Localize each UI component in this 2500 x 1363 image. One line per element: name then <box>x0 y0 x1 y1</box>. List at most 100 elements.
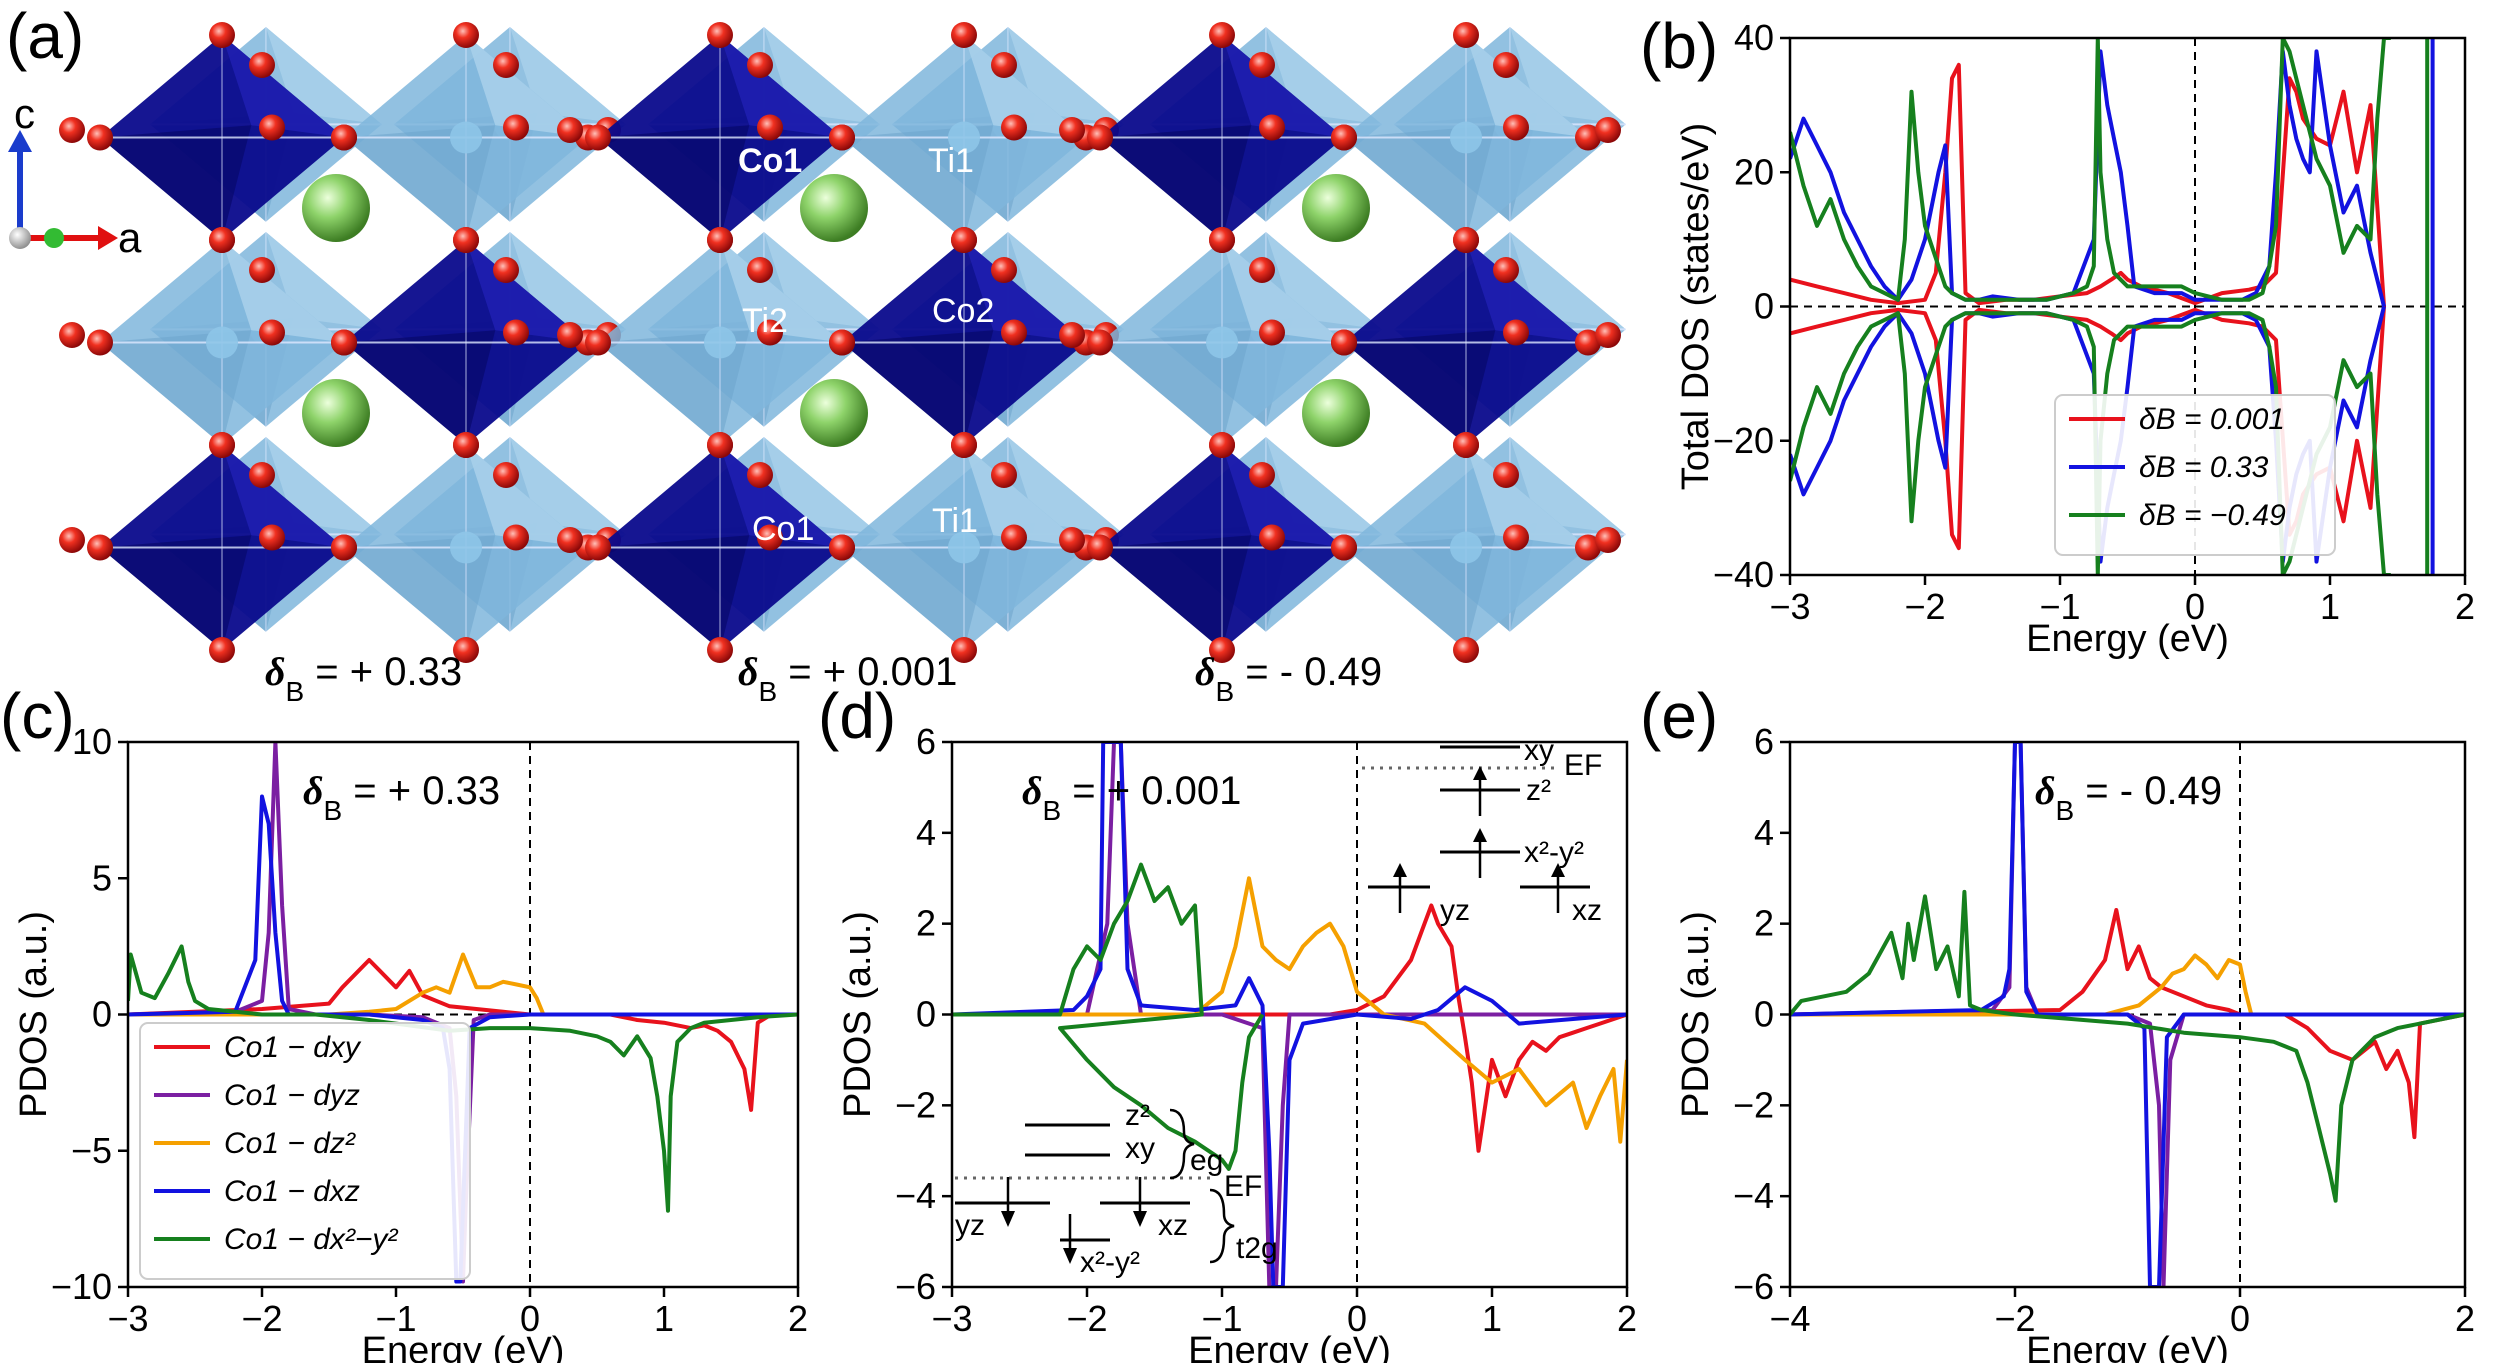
oxygen-atom <box>747 257 773 283</box>
oxygen-atom <box>557 117 583 143</box>
oxygen-atom <box>1059 117 1085 143</box>
oxygen-atom <box>503 114 529 141</box>
octahedron-face <box>1100 125 1252 240</box>
octahedron <box>1100 445 1344 650</box>
a-site-atom <box>302 174 370 242</box>
y-tick-label: −2 <box>895 1084 936 1125</box>
oxygen-atom <box>757 319 783 346</box>
octahedron <box>598 240 842 445</box>
oxygen-atom <box>1087 534 1113 561</box>
eg-brace <box>1169 1108 1195 1180</box>
y-tick-label: −6 <box>1733 1266 1774 1307</box>
legend-entry: Co1 − dyz <box>224 1079 360 1112</box>
x-tick-label: 0 <box>2230 1298 2250 1339</box>
y-axis-label: PDOS (a.u.) <box>13 911 55 1118</box>
oxygen-atom <box>757 114 783 141</box>
x-tick-label: −3 <box>107 1298 148 1339</box>
oxygen-atom <box>585 124 611 151</box>
delta-annotation: δB = + 0.001 <box>1022 768 1241 826</box>
oxygen-atom <box>1259 524 1285 551</box>
oxygen-atom <box>503 524 529 551</box>
oxygen-atom <box>1595 117 1621 143</box>
oxygen-atom <box>1249 257 1275 283</box>
series-line <box>952 742 1627 1287</box>
y-tick-label: 6 <box>916 721 936 762</box>
series-group <box>128 742 798 1284</box>
x-tick-label: 1 <box>654 1298 674 1339</box>
series-line <box>128 944 798 1213</box>
oxygen-atom <box>991 462 1017 488</box>
oxygen-atom <box>991 257 1017 283</box>
oxygen-atom <box>1259 319 1285 346</box>
delta-annotation: δB = - 0.49 <box>2035 768 2222 826</box>
unit-cell-2 <box>557 22 1124 663</box>
octahedron-face <box>344 535 496 650</box>
octahedron-face <box>1100 535 1252 650</box>
octahedron-face <box>100 125 252 240</box>
y-tick-label: 40 <box>1734 17 1774 58</box>
legend-entry: δB = −0.49 <box>2139 499 2286 532</box>
x-axis-label: Energy (eV) <box>1188 1330 1391 1363</box>
oxygen-atom <box>1259 114 1285 141</box>
oxygen-atom <box>1087 329 1113 356</box>
oxygen-atom <box>1249 52 1275 78</box>
series-line <box>1790 62 2386 307</box>
octahedron <box>1344 35 1588 240</box>
level-label: x²-y² <box>1524 836 1584 869</box>
oxygen-atom <box>209 637 235 663</box>
ef-label: EF <box>1564 749 1602 782</box>
series-group <box>1790 742 2465 1287</box>
oxygen-atom <box>453 637 479 663</box>
oxygen-atom <box>1595 527 1621 553</box>
y-axis-label: PDOS (a.u.) <box>837 911 879 1118</box>
y-axis-label: Total DOS (states/eV) <box>1675 123 1717 490</box>
oxygen-atom <box>331 124 357 151</box>
octahedron <box>1344 445 1588 650</box>
x-axis-label: Energy (eV) <box>2026 1330 2229 1363</box>
y-tick-label: 2 <box>1754 903 1774 944</box>
atom-label: Co2 <box>932 292 994 330</box>
oxygen-atom <box>1001 524 1027 551</box>
series-line <box>1790 889 2465 1203</box>
oxygen-atom <box>1453 227 1479 253</box>
octahedron <box>598 35 842 240</box>
x-axis-label: Energy (eV) <box>2026 618 2229 660</box>
y-tick-label: −6 <box>895 1266 936 1307</box>
a-site-atom <box>1302 379 1370 447</box>
structure-panel: (a) c a Co1 Ti1 Ti2 Co2 Co1 Ti1 δB = + 0.33 δ… <box>6 0 1626 707</box>
y-tick-label: −4 <box>895 1175 936 1216</box>
y-tick-label: 5 <box>92 857 112 898</box>
oxygen-atom <box>1087 124 1113 151</box>
oxygen-atom <box>453 432 479 458</box>
oxygen-atom <box>829 329 855 356</box>
oxygen-atom <box>493 462 519 488</box>
energy-levels-up: xy z² x²-y² yz xz EF <box>1362 734 1602 927</box>
oxygen-atom <box>707 637 733 663</box>
oxygen-atom <box>1331 124 1357 151</box>
t2g-label: t2g <box>1236 1232 1278 1265</box>
octahedron-face <box>1344 330 1496 445</box>
oxygen-atom <box>87 124 113 151</box>
y-tick-label: 4 <box>1754 812 1774 853</box>
octahedron-face <box>100 330 252 445</box>
oxygen-atom <box>87 329 113 356</box>
oxygen-atom <box>453 227 479 253</box>
level-label: xy <box>1125 1132 1155 1165</box>
axis-label-a: a <box>118 214 142 261</box>
ti-atom <box>450 531 482 564</box>
series-line <box>1790 908 2465 1140</box>
oxygen-atom <box>1059 322 1085 348</box>
legend-box <box>139 1022 471 1280</box>
oxygen-atom <box>1209 22 1235 48</box>
oxygen-atom <box>1493 52 1519 78</box>
y-tick-label: 0 <box>916 994 936 1035</box>
atom-label: Ti1 <box>932 502 978 540</box>
oxygen-atom <box>1001 114 1027 141</box>
octahedron-face <box>1344 125 1496 240</box>
panel-label-a: (a) <box>6 0 84 72</box>
oxygen-atom <box>585 534 611 561</box>
oxygen-atom <box>59 527 85 553</box>
